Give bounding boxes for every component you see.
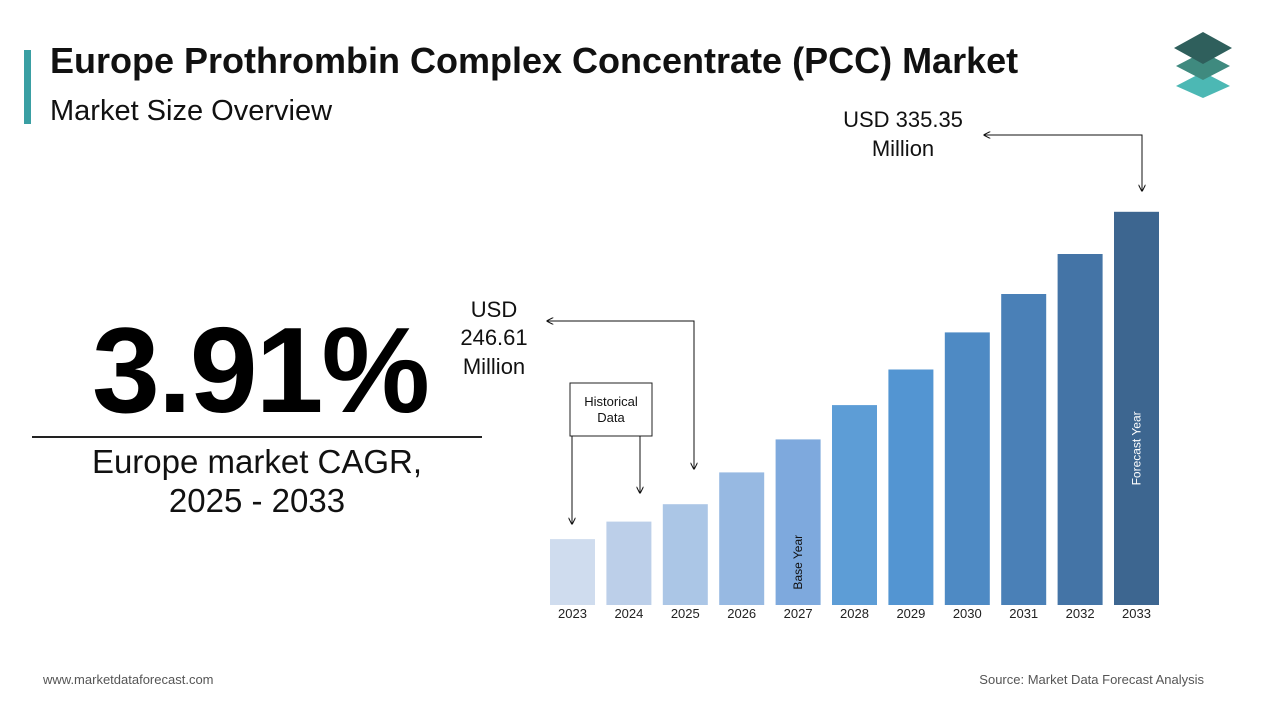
x-tick-label-2025: 2025 bbox=[671, 606, 700, 621]
bar-2024 bbox=[606, 521, 652, 605]
bar-2030 bbox=[944, 332, 990, 605]
bar-note-2027: Base Year bbox=[791, 535, 805, 590]
end-value-callout-line-1: USD 335.35 bbox=[843, 107, 963, 132]
cagr-divider bbox=[32, 436, 482, 438]
bar-2026 bbox=[719, 472, 765, 605]
cagr-caption-line-2: 2025 - 2033 bbox=[168, 482, 346, 519]
x-tick-label-2028: 2028 bbox=[840, 606, 869, 621]
logo-layer-bottom bbox=[1176, 72, 1230, 98]
cagr-value: 3.91% bbox=[92, 302, 430, 438]
bars-layer bbox=[550, 211, 1159, 606]
x-tick-label-2031: 2031 bbox=[1009, 606, 1038, 621]
bar-2032 bbox=[1057, 254, 1103, 605]
bar-notes: Base Year Forecast Year bbox=[791, 411, 1143, 589]
x-tick-label-2027: 2027 bbox=[784, 606, 813, 621]
bar-2029 bbox=[888, 369, 934, 605]
cagr-caption: Europe market CAGR, 2025 - 2033 bbox=[32, 442, 482, 520]
x-tick-label-2023: 2023 bbox=[558, 606, 587, 621]
x-tick-label-2032: 2032 bbox=[1066, 606, 1095, 621]
footer-source: Source: Market Data Forecast Analysis bbox=[979, 672, 1204, 687]
start-value-callout-line-3: Million bbox=[463, 354, 525, 379]
x-tick-label-2029: 2029 bbox=[896, 606, 925, 621]
end-value-callout-line-2: Million bbox=[872, 136, 934, 161]
logo-layer-middle bbox=[1176, 52, 1230, 80]
bar-2028 bbox=[832, 405, 877, 605]
x-tick-label-2026: 2026 bbox=[727, 606, 756, 621]
cagr-caption-line-1: Europe market CAGR, bbox=[91, 443, 423, 480]
logo-layer-top bbox=[1174, 32, 1232, 64]
bar-2031 bbox=[1001, 294, 1047, 605]
bar-2033 bbox=[1114, 211, 1159, 606]
x-tick-label-2030: 2030 bbox=[953, 606, 982, 621]
start-value-callout-line-2: 246.61 bbox=[460, 325, 527, 350]
brand-logo-icon bbox=[1174, 32, 1232, 98]
end-value-arrow bbox=[984, 135, 1142, 191]
x-tick-labels: 2023 2024 2025 2026 2027 2028 2029 2030 2031 2032… bbox=[558, 606, 1151, 621]
page-subtitle: Market Size Overview bbox=[50, 95, 333, 127]
historical-data-label-line-1: Historical bbox=[584, 394, 638, 409]
footer-website: www.marketdataforecast.com bbox=[43, 672, 214, 687]
x-tick-label-2024: 2024 bbox=[614, 606, 643, 621]
title-accent-bar bbox=[24, 50, 31, 124]
x-tick-label-2033: 2033 bbox=[1122, 606, 1151, 621]
start-value-callout-line-1: USD bbox=[471, 297, 517, 322]
start-value-arrow bbox=[547, 321, 694, 469]
bar-2027 bbox=[775, 439, 821, 605]
page-title: Europe Prothrombin Complex Concentrate (… bbox=[50, 40, 1019, 81]
bar-2023 bbox=[550, 539, 595, 605]
bar-note-2033: Forecast Year bbox=[1130, 411, 1144, 485]
historical-data-label-line-2: Data bbox=[597, 410, 625, 425]
bar-2025 bbox=[662, 504, 708, 605]
